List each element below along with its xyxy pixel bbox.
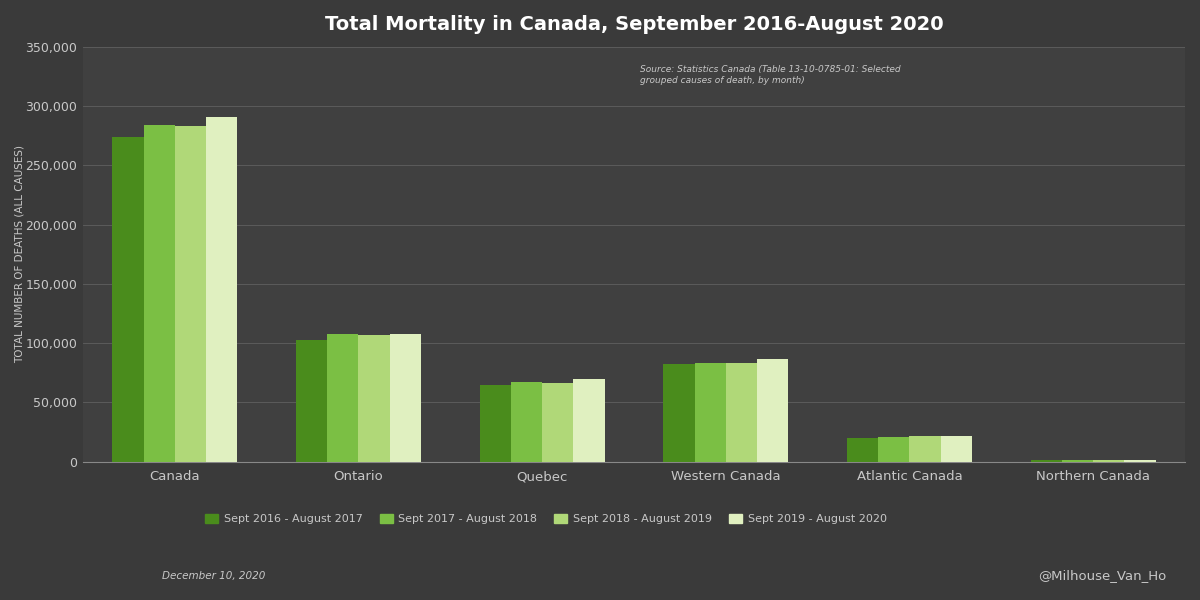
Bar [757,359,788,462]
Bar [847,438,878,462]
Bar [1062,460,1093,462]
Bar [511,382,542,462]
Bar [175,126,206,462]
Bar [941,436,972,462]
Bar [480,385,511,462]
Legend: Sept 2016 - August 2017, Sept 2017 - August 2018, Sept 2018 - August 2019, Sept : Sept 2016 - August 2017, Sept 2017 - Aug… [200,510,890,529]
Bar [878,437,910,462]
Text: @Milhouse_Van_Ho: @Milhouse_Van_Ho [1038,569,1166,582]
Bar [664,364,695,462]
Bar [359,335,390,462]
Bar [542,383,574,462]
Text: Source: Statistics Canada (Table 13-10-0785-01: Selected
grouped causes of death: Source: Statistics Canada (Table 13-10-0… [640,65,900,85]
Bar [1031,460,1062,462]
Bar [296,340,328,462]
Bar [1124,460,1156,462]
Bar [574,379,605,462]
Bar [390,334,421,462]
Bar [328,334,359,462]
Bar [206,116,238,462]
Bar [726,362,757,462]
Bar [910,436,941,462]
Bar [695,362,726,462]
Bar [144,125,175,462]
Title: Total Mortality in Canada, September 2016-August 2020: Total Mortality in Canada, September 201… [325,15,943,34]
Y-axis label: TOTAL NUMBER OF DEATHS (ALL CAUSES): TOTAL NUMBER OF DEATHS (ALL CAUSES) [14,145,25,363]
Bar [1093,460,1124,462]
Bar [113,137,144,462]
Text: December 10, 2020: December 10, 2020 [162,571,265,581]
